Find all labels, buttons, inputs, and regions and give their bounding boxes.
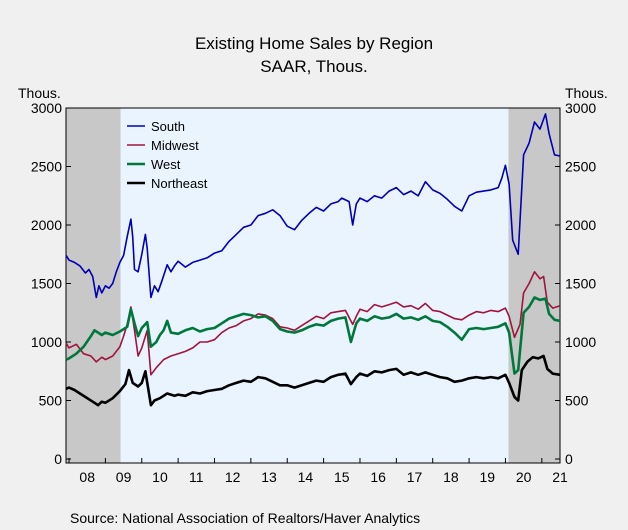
y-tick-label-right: 0 [565, 451, 573, 467]
y-tick-label-right: 500 [565, 393, 589, 409]
y-axis-label-right: Thous. [565, 85, 608, 101]
axis-ticks: 0 0 500 500 1000 1000 1500 1500 2000 2000 2500 2500… [31, 100, 597, 485]
y-tick-label-right: 2500 [565, 159, 596, 175]
legend-label-west: West [151, 157, 181, 172]
x-tick-label: 20 [516, 469, 532, 485]
y-axis-label-left: Thous. [18, 85, 61, 101]
chart-subtitle: SAAR, Thous. [260, 57, 367, 76]
series-line-south [65, 113, 561, 299]
y-tick-label-left: 1000 [31, 334, 62, 350]
legend: South Midwest West Northeast [127, 119, 208, 191]
chart-title: Existing Home Sales by Region [195, 34, 433, 53]
plot-background [66, 108, 560, 463]
y-tick-label-left: 500 [39, 393, 63, 409]
x-tick-label: 13 [261, 469, 277, 485]
y-tick-label-left: 2500 [31, 159, 62, 175]
recession-shade-1 [66, 108, 121, 463]
y-tick-label-right: 3000 [565, 100, 596, 116]
y-tick-label-left: 1500 [31, 276, 62, 292]
x-tick-label: 17 [407, 469, 423, 485]
series-line-northeast [65, 354, 561, 407]
series-line-midwest [65, 271, 561, 376]
x-tick-label: 11 [189, 469, 204, 485]
x-tick-label: 16 [370, 469, 386, 485]
x-tick-label: 10 [152, 469, 168, 485]
y-tick-label-left: 0 [54, 451, 62, 467]
y-tick-label-right: 1000 [565, 334, 596, 350]
y-tick-label-right: 2000 [565, 217, 596, 233]
x-tick-label: 19 [479, 469, 495, 485]
x-tick-label: 09 [116, 469, 132, 485]
series-line-west [65, 296, 561, 375]
y-tick-label-right: 1500 [565, 276, 596, 292]
x-tick-label: 08 [79, 469, 95, 485]
plot-frame [65, 107, 561, 464]
y-tick-label-left: 3000 [31, 100, 62, 116]
x-tick-label: 12 [225, 469, 241, 485]
y-tick-label-left: 2000 [31, 217, 62, 233]
legend-label-northeast: Northeast [151, 176, 208, 191]
x-tick-label: 15 [334, 469, 350, 485]
plot-area [65, 107, 561, 464]
legend-label-south: South [151, 119, 185, 134]
x-tick-label: 18 [443, 469, 459, 485]
source-note: Source: National Association of Realtors… [70, 510, 420, 526]
legend-label-midwest: Midwest [151, 138, 199, 153]
x-tick-label: 14 [298, 469, 314, 485]
recession-shade-2 [508, 108, 560, 463]
x-tick-label: 21 [552, 469, 568, 485]
